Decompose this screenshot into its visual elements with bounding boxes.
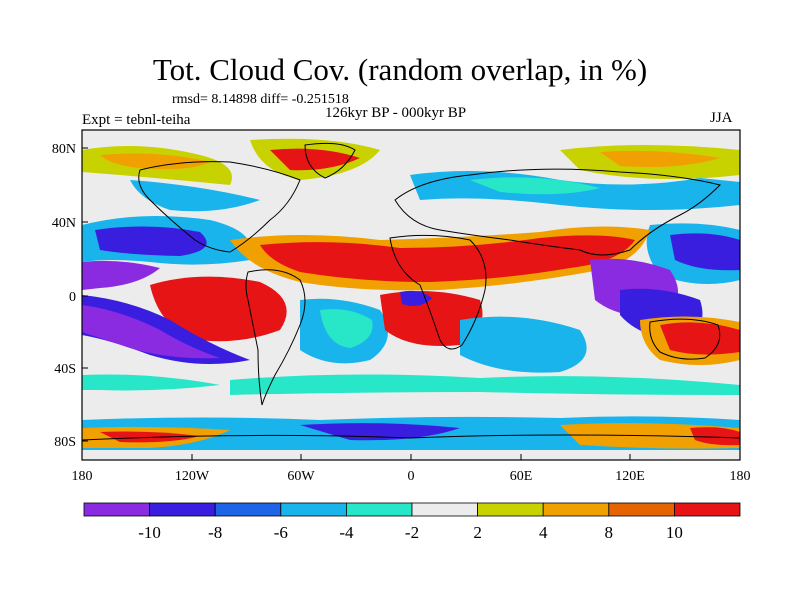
x-tick-label: 0 (408, 469, 415, 484)
colorbar-label: -4 (339, 523, 354, 542)
colorbar-label: 2 (473, 523, 482, 542)
colorbar-swatch (411, 502, 478, 517)
colorbar-swatch (542, 502, 610, 517)
y-tick-label: 80N (52, 142, 76, 157)
subtitle: 126kyr BP - 000kyr BP (325, 105, 467, 121)
x-tick-label: 60E (510, 469, 533, 484)
colorbar-label: -2 (405, 523, 419, 542)
experiment-label: Expt = tebnl-teiha (82, 112, 191, 128)
season-label: JJA (710, 110, 733, 126)
axis-ticks (81, 147, 741, 460)
x-tick-label: 180 (72, 469, 93, 484)
colorbar-swatch (83, 502, 150, 517)
page-title: Tot. Cloud Cov. (random overlap, in %) (152, 52, 648, 87)
colorbar-label: 8 (605, 523, 614, 542)
colorbar-swatch (477, 502, 544, 517)
y-tick-label: 80S (54, 435, 76, 450)
cloud-cover-anomaly-field (82, 138, 740, 450)
colorbar-swatch (674, 502, 741, 517)
colorbar-label: 4 (539, 523, 548, 542)
rmsd-diff-stats: rmsd= 8.14898 diff= -0.251518 (172, 92, 349, 107)
colorbar-label: -10 (138, 523, 161, 542)
colorbar-label: -6 (274, 523, 288, 542)
coastlines (82, 142, 740, 441)
y-tick-label: 40S (54, 362, 76, 377)
colorbar-swatch (345, 502, 413, 517)
y-tick-label: 0 (69, 290, 76, 305)
y-tick-label: 40N (52, 216, 76, 231)
colorbar-swatch (608, 502, 675, 517)
colorbar-swatch (280, 502, 347, 517)
x-tick-label: 120W (175, 469, 210, 484)
colorbar-swatch (149, 502, 216, 517)
colorbar: -10 -8 -6 -4 -2 2 4 8 10 (83, 502, 741, 542)
x-tick-label: 60W (287, 469, 315, 484)
colorbar-label: -8 (208, 523, 222, 542)
colorbar-swatch (214, 502, 282, 517)
x-tick-label: 120E (615, 469, 645, 484)
colorbar-label: 10 (666, 523, 683, 542)
x-tick-label: 180 (730, 469, 751, 484)
